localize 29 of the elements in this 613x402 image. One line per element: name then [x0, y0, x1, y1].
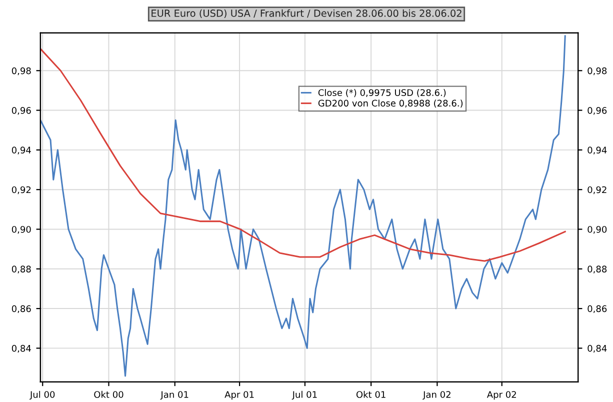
- chart-title: EUR Euro (USD) USA / Frankfurt / Devisen 28.06.00 bis 28.06.02: [152, 9, 462, 18]
- y-tick-label: 0,96: [12, 107, 31, 115]
- y-tick-label: 0,98: [12, 67, 31, 76]
- y2-tick-label: 0,94: [588, 146, 607, 154]
- x-tick-label: Jan 02: [422, 391, 450, 400]
- y2-tick-label: 0,86: [588, 305, 607, 314]
- y2-tick-label: 0,88: [588, 266, 607, 274]
- y2-tick-label: 0,92: [588, 186, 606, 194]
- y2-tick-label: 0,98: [588, 67, 607, 76]
- legend-label: Close (*) 0,9975 USD (28.6.): [318, 89, 446, 98]
- x-tick-label: Jan 01: [160, 391, 188, 400]
- y-tick-label: 0,94: [12, 146, 31, 154]
- x-tick-label: Apr 02: [486, 391, 516, 400]
- x-tick-label: Okt 01: [356, 390, 386, 398]
- line-series: [40, 48, 566, 262]
- legend-label: GD200 von Close 0,8988 (28.6.): [318, 100, 463, 108]
- y-tick-label: 0,92: [12, 186, 31, 194]
- line-series: [40, 35, 566, 377]
- y-tick-label: 0,90: [12, 226, 31, 234]
- y-tick-label: 0,88: [12, 266, 31, 274]
- y-tick-label: 0,86: [12, 305, 31, 314]
- x-tick-label: Jul 01: [292, 390, 317, 400]
- x-tick-label: Okt 00: [94, 390, 124, 398]
- y2-tick-label: 0,90: [588, 226, 607, 234]
- x-tick-label: Apr 01: [224, 391, 254, 400]
- x-tick-label: Jul 00: [30, 390, 55, 400]
- y-tick-label: 0,84: [12, 344, 31, 353]
- y2-tick-label: 0,96: [588, 107, 607, 115]
- y2-tick-label: 0,84: [588, 344, 607, 353]
